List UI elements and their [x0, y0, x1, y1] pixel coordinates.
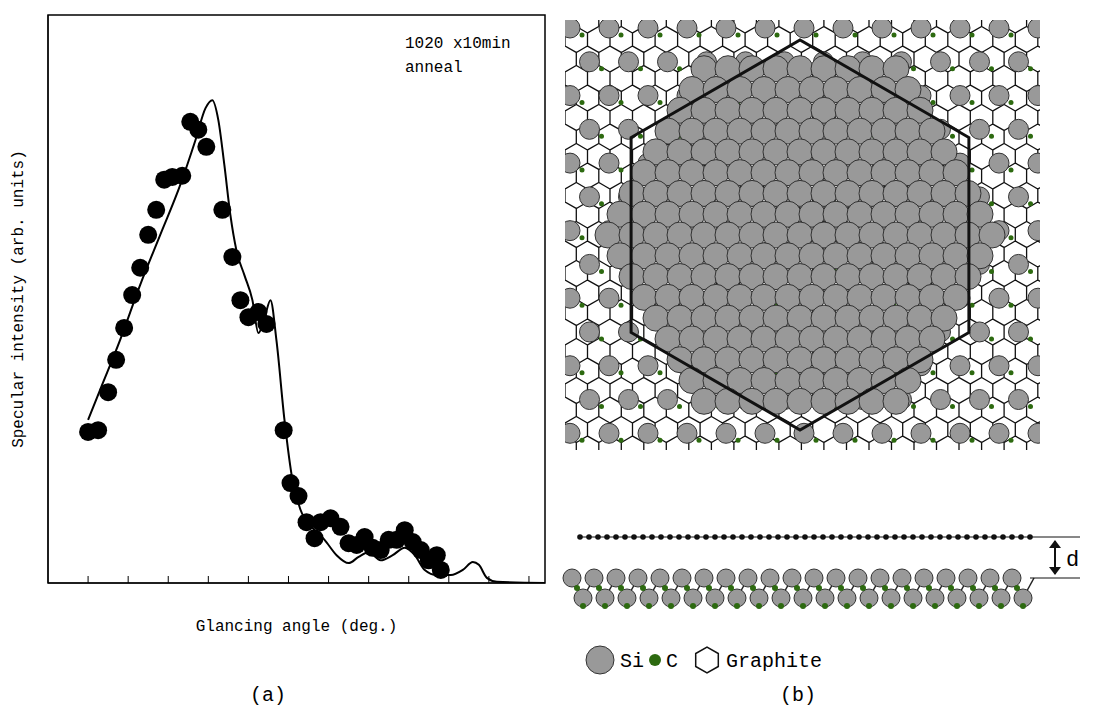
svg-text:Glancing angle (deg.): Glancing angle (deg.)	[196, 618, 398, 636]
html-text:(b): (b)	[780, 684, 816, 707]
html-text:1020 x10min anneal: 1020 x10min anneal	[405, 35, 511, 77]
svg-text:C: C	[666, 650, 678, 673]
svg-text:Specular intensity (arb. units: Specular intensity (arb. units)	[10, 150, 28, 448]
svg-text:Graphite: Graphite	[726, 650, 822, 673]
html-text:(a): (a)	[250, 684, 286, 707]
svg-text:Si: Si	[620, 650, 644, 673]
svg-text:d: d	[1066, 548, 1079, 573]
